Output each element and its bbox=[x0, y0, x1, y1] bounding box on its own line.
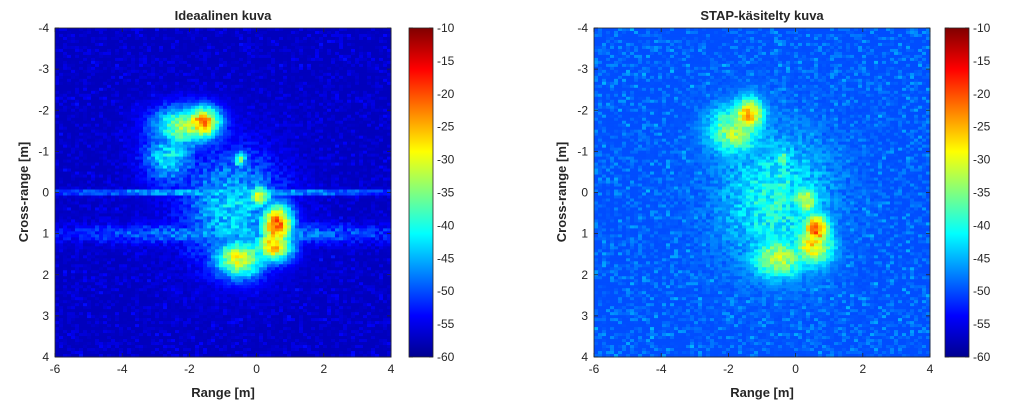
x-tick-label: -2 bbox=[723, 362, 734, 376]
colorbar-tick-label: -55 bbox=[437, 317, 455, 331]
colorbar-tick-label: -45 bbox=[437, 251, 455, 265]
y-tick-label: -4 bbox=[38, 21, 49, 35]
x-tick-label: 2 bbox=[859, 362, 866, 376]
colorbar-tick-label: -25 bbox=[437, 120, 455, 134]
colorbar-tick-label: -40 bbox=[437, 218, 455, 232]
x-tick-label: 0 bbox=[253, 362, 260, 376]
colorbar-tick-label: -20 bbox=[437, 87, 455, 101]
x-tick-label: 4 bbox=[927, 362, 934, 376]
y-tick-label: 1 bbox=[42, 227, 49, 241]
y-tick-label: 3 bbox=[42, 309, 49, 323]
colorbar-tick-label: -35 bbox=[973, 186, 991, 200]
colorbar-tick-label: -40 bbox=[973, 218, 991, 232]
x-tick-label: 0 bbox=[792, 362, 799, 376]
colorbar bbox=[944, 27, 970, 358]
panel-title: Ideaalinen kuva bbox=[175, 8, 273, 23]
colorbar-tick-label: -30 bbox=[973, 153, 991, 167]
colorbar-tick-label: -10 bbox=[437, 21, 455, 35]
x-tick-label: -4 bbox=[117, 362, 128, 376]
y-axis-label: Cross-range [m] bbox=[554, 142, 569, 242]
colorbar-tick-label: -55 bbox=[973, 317, 991, 331]
y-tick-label: -3 bbox=[577, 62, 588, 76]
colorbar-tick-label: -15 bbox=[973, 54, 991, 68]
x-axis-label: Range [m] bbox=[730, 385, 794, 400]
y-tick-label: 0 bbox=[581, 186, 588, 200]
y-tick-label: -2 bbox=[577, 103, 588, 117]
colorbar-tick-label: -25 bbox=[973, 120, 991, 134]
y-tick-label: 2 bbox=[42, 268, 49, 282]
heatmap-cells bbox=[55, 28, 392, 358]
heatmap-ideal: -6 -4 -2 0 2 4-4-3-2-101234-10-15-20-25-30-35… bbox=[38, 21, 454, 376]
y-tick-label: 1 bbox=[581, 227, 588, 241]
x-tick-label: 4 bbox=[388, 362, 395, 376]
colorbar-tick-label: -45 bbox=[973, 251, 991, 265]
y-tick-label: 4 bbox=[42, 350, 49, 364]
colorbar bbox=[408, 27, 434, 358]
heatmap-stap: -6 -4 -2 0 2 4-4-3-2-101234-10-15-20-25-30-35… bbox=[577, 21, 990, 376]
y-tick-label: -4 bbox=[577, 21, 588, 35]
x-axis-label: Range [m] bbox=[191, 385, 255, 400]
colorbar-tick-label: -20 bbox=[973, 87, 991, 101]
y-tick-label: -1 bbox=[577, 144, 588, 158]
x-tick-label: -6 bbox=[50, 362, 61, 376]
panel-ideal: Ideaalinen kuva -6 -4 -2 0 2 4-4-3-2-101234-1… bbox=[16, 8, 455, 400]
y-tick-label: -1 bbox=[38, 144, 49, 158]
colorbar-tick-label: -60 bbox=[973, 350, 991, 364]
colorbar-tick-label: -15 bbox=[437, 54, 455, 68]
colorbar-tick-label: -50 bbox=[973, 284, 991, 298]
x-tick-label: -4 bbox=[656, 362, 667, 376]
y-tick-label: -3 bbox=[38, 62, 49, 76]
y-axis-label: Cross-range [m] bbox=[16, 142, 31, 242]
x-tick-label: 2 bbox=[320, 362, 327, 376]
colorbar-tick-label: -35 bbox=[437, 186, 455, 200]
colorbar-tick-label: -50 bbox=[437, 284, 455, 298]
y-tick-label: 2 bbox=[581, 268, 588, 282]
y-tick-label: 3 bbox=[581, 309, 588, 323]
x-tick-label: -6 bbox=[589, 362, 600, 376]
y-tick-label: 0 bbox=[42, 186, 49, 200]
x-tick-label: -2 bbox=[184, 362, 195, 376]
panel-stap: STAP-käsitelty kuva -6 -4 -2 0 2 4-4-3-2-1012… bbox=[554, 8, 991, 400]
heatmap-cells bbox=[594, 28, 931, 358]
colorbar-tick-label: -10 bbox=[973, 21, 991, 35]
colorbar-tick-label: -60 bbox=[437, 350, 455, 364]
panel-title: STAP-käsitelty kuva bbox=[700, 8, 824, 23]
y-tick-label: -2 bbox=[38, 103, 49, 117]
colorbar-tick-label: -30 bbox=[437, 153, 455, 167]
y-tick-label: 4 bbox=[581, 350, 588, 364]
